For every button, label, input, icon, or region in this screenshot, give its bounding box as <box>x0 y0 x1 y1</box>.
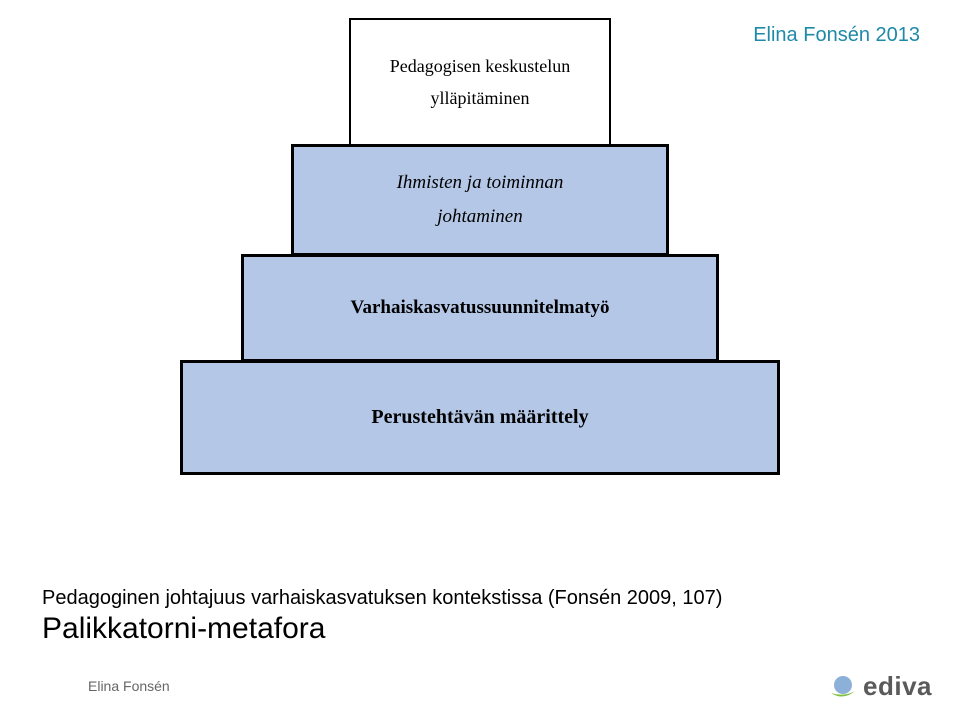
block-text-line: Pedagogisen keskustelun <box>390 50 570 82</box>
tower-block-3: Varhaiskasvatussuunnitelmatyö <box>241 254 719 362</box>
tower-block-4: Perustehtävän määrittely <box>180 360 780 475</box>
block-text-line: Perustehtävän määrittely <box>371 406 588 429</box>
block-text-line: ylläpitäminen <box>431 82 530 114</box>
block-text-line: Varhaiskasvatussuunnitelmatyö <box>350 297 609 319</box>
logo: ediva <box>829 671 932 702</box>
tower-block-2: Ihmisten ja toiminnan johtaminen <box>291 144 669 256</box>
tower-block-1: Pedagogisen keskustelun ylläpitäminen <box>349 18 611 146</box>
caption-context: Pedagoginen johtajuus varhaiskasvatuksen… <box>42 587 722 610</box>
caption-title: Palikkatorni-metafora <box>42 612 722 646</box>
block-text-line: Ihmisten ja toiminnan <box>397 166 564 200</box>
logo-text: ediva <box>863 671 932 702</box>
footer-author: Elina Fonsén <box>88 678 170 694</box>
caption: Pedagoginen johtajuus varhaiskasvatuksen… <box>42 587 722 646</box>
tower-diagram: Pedagogisen keskustelun ylläpitäminen Ih… <box>180 20 780 475</box>
block-text-line: johtaminen <box>437 200 523 234</box>
logo-icon <box>829 673 857 701</box>
